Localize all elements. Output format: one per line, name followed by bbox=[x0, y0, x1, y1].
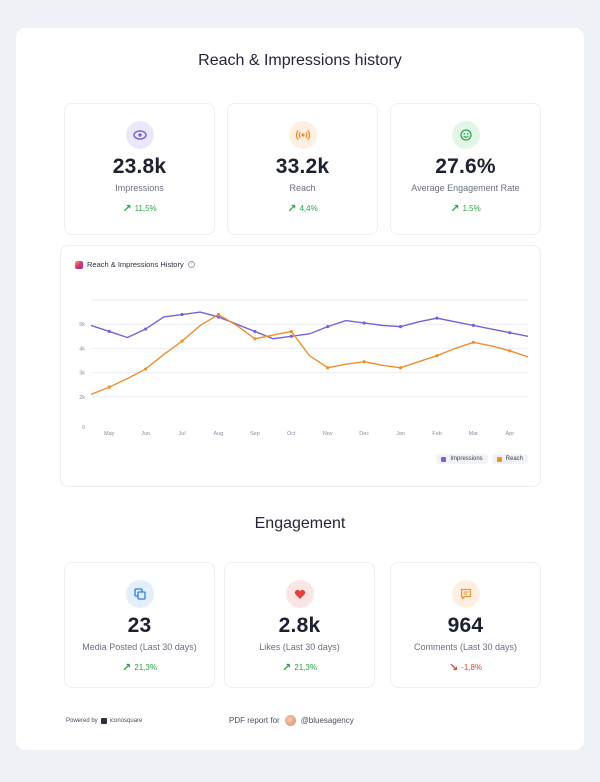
brand-name: iconosquare bbox=[109, 718, 143, 724]
kpi-change: ↗ 1.5% bbox=[450, 203, 481, 215]
data-point[interactable] bbox=[144, 327, 148, 331]
data-point[interactable] bbox=[180, 312, 184, 317]
data-point[interactable] bbox=[508, 349, 512, 353]
data-point[interactable] bbox=[253, 337, 257, 341]
kpi-change: ↗ 4,4% bbox=[287, 203, 318, 215]
kpi-change: ↘ -1,8% bbox=[448, 662, 483, 674]
kpi-label: Reach bbox=[289, 183, 316, 193]
data-point[interactable] bbox=[398, 366, 403, 370]
x-tick-label: Apr bbox=[506, 431, 515, 437]
kpi-value: 2.8k bbox=[278, 614, 321, 637]
kpi-value: 23 bbox=[127, 614, 152, 637]
x-tick-label: Nov bbox=[323, 431, 333, 437]
data-point[interactable] bbox=[289, 334, 293, 338]
kpi-reach: 33.2k Reach ↗ 4,4% bbox=[227, 103, 378, 235]
engagement-title: Engagement bbox=[254, 515, 346, 532]
data-point[interactable] bbox=[326, 366, 330, 370]
x-tick-label: Jan bbox=[396, 431, 405, 437]
kpi-value: 33.2k bbox=[275, 155, 330, 178]
arrow-up-right-icon: ↗ bbox=[287, 203, 297, 215]
kpi-media-posted: 23 Media Posted (Last 30 days) ↗ 21,3% bbox=[64, 562, 215, 688]
x-tick-label: Aug bbox=[214, 431, 224, 437]
x-tick-label: Jun bbox=[141, 431, 150, 437]
data-point[interactable] bbox=[398, 325, 403, 329]
avatar bbox=[284, 715, 296, 726]
media-icon bbox=[125, 580, 154, 608]
data-point[interactable] bbox=[180, 339, 184, 343]
data-point[interactable] bbox=[362, 321, 366, 325]
chart-title: Reach & Impressions History bbox=[87, 260, 184, 269]
data-point[interactable] bbox=[435, 354, 439, 358]
data-point[interactable] bbox=[107, 329, 111, 334]
chart-heading: Reach & Impressions History ? bbox=[75, 260, 195, 269]
iconosquare-logo-icon bbox=[100, 718, 107, 724]
kpi-engagement-rate: 27.6% Average Engagement Rate ↗ 1.5% bbox=[390, 103, 541, 235]
heart-icon bbox=[285, 580, 314, 608]
arrow-up-right-icon: ↗ bbox=[282, 662, 292, 674]
data-point[interactable] bbox=[362, 360, 366, 364]
y-tick-label: 4k bbox=[79, 346, 85, 352]
instagram-icon bbox=[75, 260, 83, 269]
kpi-label: Media Posted (Last 30 days) bbox=[82, 642, 197, 652]
data-point[interactable] bbox=[289, 329, 293, 334]
reach-impressions-chart-card: Reach & Impressions History ? 2k 3k 4k 5k 0 M… bbox=[60, 245, 541, 487]
chart-legend: Impressions Reach bbox=[436, 454, 528, 464]
data-point[interactable] bbox=[216, 312, 221, 317]
data-point[interactable] bbox=[253, 329, 257, 334]
kpi-value: 27.6% bbox=[435, 155, 496, 178]
data-point[interactable] bbox=[326, 325, 330, 329]
data-point[interactable] bbox=[471, 323, 475, 328]
account-handle: @bluesagency bbox=[300, 716, 354, 725]
arrow-up-right-icon: ↗ bbox=[122, 203, 132, 215]
kpi-value: 23.8k bbox=[112, 155, 167, 178]
kpi-label: Comments (Last 30 days) bbox=[413, 642, 518, 652]
comment-icon bbox=[451, 580, 480, 608]
broadcast-icon bbox=[288, 121, 317, 149]
powered-by: Powered by iconosquare bbox=[66, 718, 143, 724]
x-tick-label: Feb bbox=[432, 431, 441, 437]
eye-icon bbox=[125, 121, 154, 149]
y-tick-label: 3k bbox=[79, 371, 85, 377]
legend-swatch bbox=[441, 456, 447, 462]
data-point[interactable] bbox=[471, 340, 475, 344]
y-tick-label: 2k bbox=[79, 395, 85, 401]
kpi-label: Likes (Last 30 days) bbox=[259, 642, 340, 652]
report-page: Reach & Impressions history 23.8k Impres… bbox=[16, 28, 584, 750]
line-chart: 2k 3k 4k 5k 0 May Jun Jul Aug Sep Oct Nov Dec Jan Feb M… bbox=[79, 299, 529, 437]
data-point[interactable] bbox=[508, 331, 512, 335]
help-icon[interactable]: ? bbox=[187, 261, 195, 268]
legend-item-impressions[interactable]: Impressions bbox=[436, 454, 488, 464]
series-line-impressions bbox=[90, 311, 529, 340]
kpi-comments: 964 Comments (Last 30 days) ↘ -1,8% bbox=[390, 562, 541, 688]
kpi-value: 964 bbox=[447, 614, 484, 637]
arrow-up-right-icon: ↗ bbox=[450, 203, 460, 215]
kpi-change: ↗ 11,5% bbox=[122, 203, 157, 215]
data-point[interactable] bbox=[435, 316, 439, 320]
kpi-change: ↗ 21,3% bbox=[122, 662, 157, 674]
smile-icon bbox=[451, 121, 480, 149]
kpi-label: Impressions bbox=[115, 183, 164, 193]
x-tick-label: Sep bbox=[250, 431, 260, 437]
series-line-reach bbox=[90, 313, 529, 396]
legend-swatch bbox=[496, 456, 502, 462]
pdf-report-for: PDF report for @bluesagency bbox=[229, 715, 354, 726]
page-title: Reach & Impressions history bbox=[198, 52, 402, 69]
kpi-change: ↗ 21,3% bbox=[282, 662, 317, 674]
x-tick-label: Dec bbox=[359, 431, 369, 437]
data-point[interactable] bbox=[144, 367, 148, 371]
arrow-down-right-icon: ↘ bbox=[448, 662, 459, 674]
kpi-label: Average Engagement Rate bbox=[411, 183, 520, 193]
x-tick-label: Jul bbox=[179, 431, 186, 437]
kpi-impressions: 23.8k Impressions ↗ 11,5% bbox=[64, 103, 215, 235]
data-point[interactable] bbox=[107, 385, 111, 389]
data-point[interactable] bbox=[216, 315, 221, 319]
x-tick-label: May bbox=[104, 431, 115, 437]
kpi-likes: 2.8k Likes (Last 30 days) ↗ 21,3% bbox=[224, 562, 375, 688]
arrow-up-right-icon: ↗ bbox=[122, 662, 132, 674]
y-tick-label: 0 bbox=[82, 425, 85, 431]
x-tick-label: Oct bbox=[287, 431, 296, 437]
y-tick-label: 5k bbox=[79, 322, 85, 328]
legend-item-reach[interactable]: Reach bbox=[491, 454, 528, 464]
x-tick-label: Mar bbox=[469, 431, 479, 437]
